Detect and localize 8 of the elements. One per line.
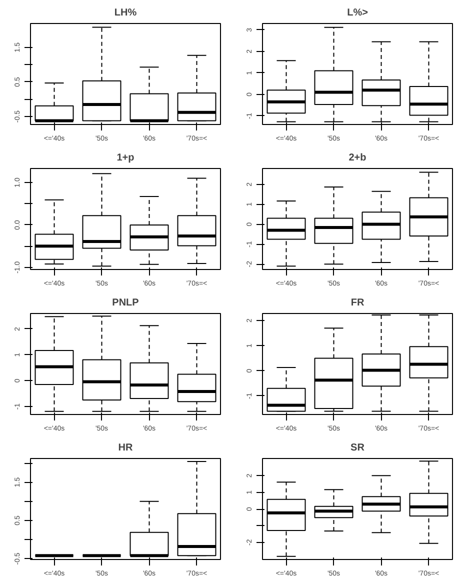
chart-title: HR bbox=[118, 442, 134, 454]
chart-title: SR bbox=[350, 442, 366, 454]
chart-title: PNLP bbox=[112, 298, 140, 308]
chart-title: 2+b bbox=[348, 152, 366, 164]
chart-title: FR bbox=[350, 298, 365, 308]
chart-title: 1+p bbox=[116, 152, 134, 164]
chart-title: L%> bbox=[347, 8, 368, 18]
chart-title: LH% bbox=[114, 8, 137, 18]
